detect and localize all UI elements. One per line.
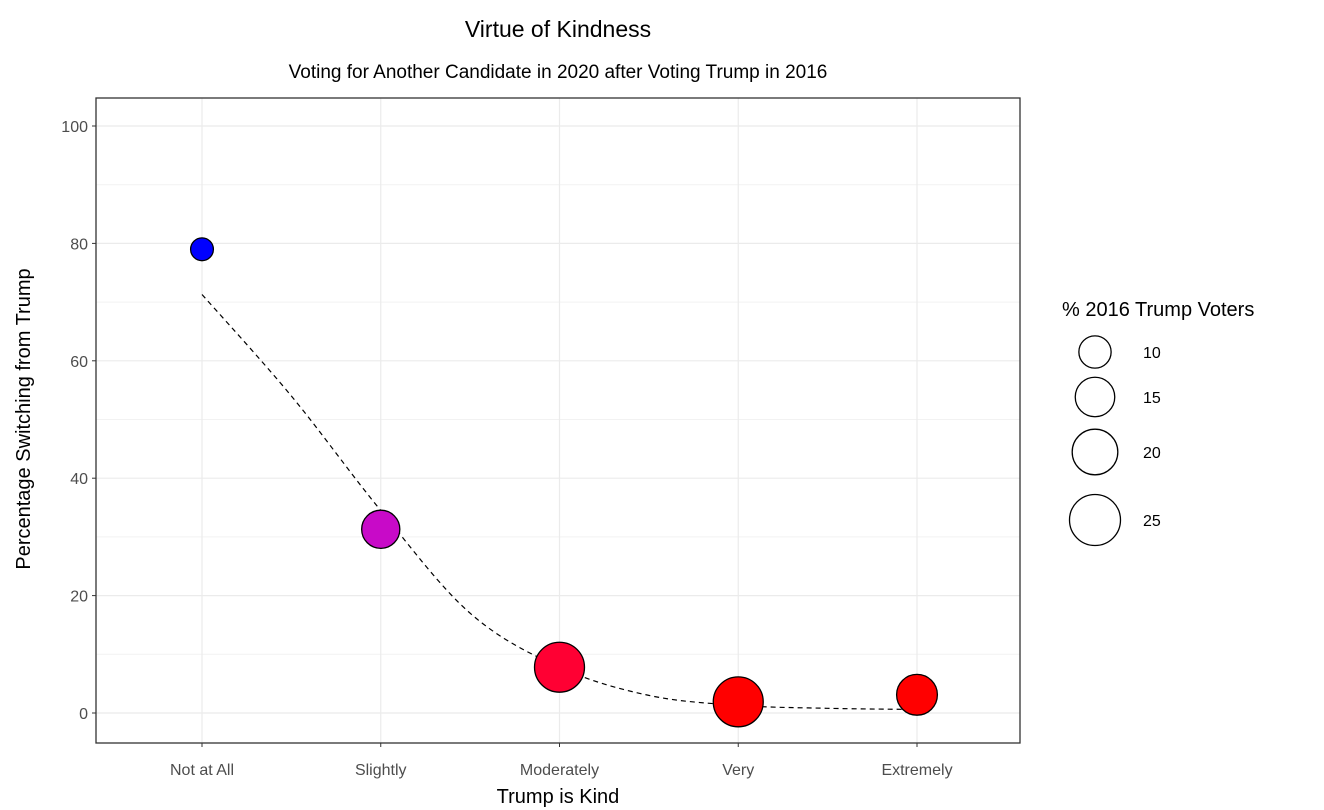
x-tick-label: Extremely bbox=[881, 762, 952, 779]
chart-title: Virtue of Kindness bbox=[465, 16, 651, 42]
y-tick-label: 100 bbox=[61, 119, 88, 136]
legend-key bbox=[1068, 493, 1122, 547]
x-tick-label: Very bbox=[722, 762, 754, 779]
legend-label: 20 bbox=[1143, 445, 1161, 462]
data-point bbox=[712, 676, 764, 728]
plot-border bbox=[95, 97, 1021, 744]
trend-line bbox=[201, 294, 918, 711]
legend-key bbox=[1071, 428, 1119, 476]
legend-key bbox=[1078, 335, 1112, 369]
legend-label: 10 bbox=[1143, 345, 1161, 362]
y-tick-label: 60 bbox=[70, 354, 88, 371]
data-point bbox=[189, 237, 215, 262]
x-tick-label: Moderately bbox=[520, 762, 599, 779]
y-tick-label: 0 bbox=[79, 706, 88, 723]
y-tick-label: 40 bbox=[70, 471, 88, 488]
y-tick-label: 80 bbox=[70, 236, 88, 253]
x-tick-label: Slightly bbox=[355, 762, 407, 779]
data-point bbox=[533, 641, 586, 693]
legend-label: 15 bbox=[1143, 390, 1161, 407]
legend-key bbox=[1074, 376, 1116, 418]
data-point bbox=[895, 673, 939, 716]
legend-title: % 2016 Trump Voters bbox=[1062, 299, 1254, 321]
y-tick-label: 20 bbox=[70, 589, 88, 606]
data-point bbox=[361, 509, 401, 550]
y-axis-title: Percentage Switching from Trump bbox=[13, 268, 35, 569]
plot-area: 0 20 40 60 80 100 Not at All Slightly Moderately… bbox=[61, 97, 1021, 779]
legend: % 2016 Trump Voters 10 15 20 25 bbox=[1062, 299, 1254, 547]
x-axis-title: Trump is Kind bbox=[497, 786, 620, 808]
chart-subtitle: Voting for Another Candidate in 2020 aft… bbox=[289, 62, 828, 83]
legend-label: 25 bbox=[1143, 513, 1161, 530]
x-tick-label: Not at All bbox=[170, 762, 234, 779]
